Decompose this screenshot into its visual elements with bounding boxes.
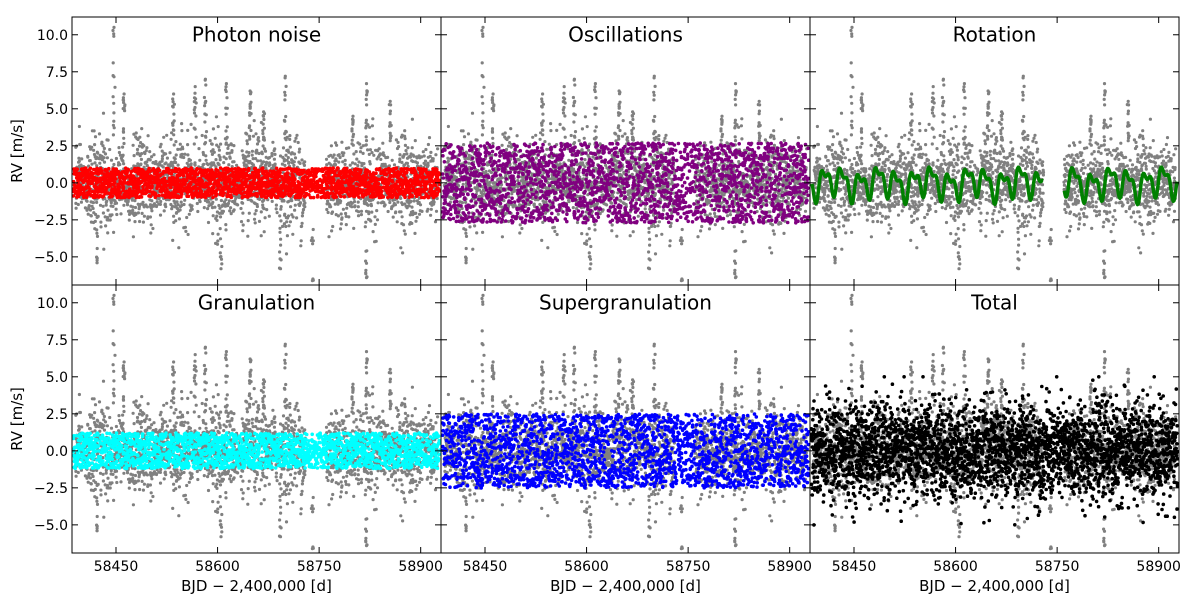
x-tick-label: 58600	[933, 559, 978, 575]
y-tick-label: −5.0	[34, 250, 68, 266]
series-points-total	[810, 375, 1179, 527]
x-tick-label: 58450	[94, 559, 139, 575]
panel-oscillations	[440, 16, 811, 286]
x-tick-label: 58900	[398, 559, 443, 575]
x-tick-label: 58900	[1136, 559, 1181, 575]
background-series-points	[811, 293, 1178, 551]
series-points-supergranulation	[441, 412, 810, 490]
series-points-photon-noise	[72, 166, 441, 200]
x-tick-label: 58900	[767, 559, 812, 575]
y-tick-label: 10.0	[37, 28, 68, 44]
x-tick-label: 58750	[297, 559, 342, 575]
panel-title-granulation: Granulation	[198, 291, 315, 315]
panel-supergranulation	[440, 284, 811, 554]
panel-photon-noise	[71, 16, 442, 286]
y-tick-label: 5.0	[46, 370, 68, 386]
y-tick-label: 0.0	[46, 444, 68, 460]
x-tick-label: 58450	[832, 559, 877, 575]
panel-frame-total	[809, 284, 1180, 554]
panel-title-photon-noise: Photon noise	[192, 23, 321, 47]
x-axis-label: BJD − 2,400,000 [d]	[550, 577, 701, 595]
panel-rotation	[809, 16, 1180, 286]
plot-area-rotation	[810, 25, 1179, 283]
panel-granulation	[71, 284, 442, 554]
y-tick-label: 0.0	[46, 176, 68, 192]
background-series-points	[811, 25, 1178, 283]
series-points-oscillations	[441, 141, 810, 225]
plot-area-oscillations	[441, 25, 810, 283]
plot-area-photon-noise	[72, 25, 441, 283]
y-tick-label: 7.5	[46, 65, 68, 81]
x-tick-label: 58450	[463, 559, 508, 575]
x-tick-label: 58600	[195, 559, 240, 575]
y-tick-label: 2.5	[46, 139, 68, 155]
series-points-granulation	[72, 431, 441, 471]
y-tick-label: 10.0	[37, 296, 68, 312]
y-tick-label: −2.5	[34, 213, 68, 229]
background-series-points	[73, 293, 440, 551]
labels-layer: Photon noise −5.0 −2.5 0.0 2.5 5.0 7.5 10.0 RV […	[8, 23, 1181, 596]
y-tick-label: −5.0	[34, 518, 68, 534]
x-tick-label: 58750	[1035, 559, 1080, 575]
background-series-points	[73, 25, 440, 283]
panel-title-supergranulation: Supergranulation	[539, 291, 712, 315]
y-tick-label: 2.5	[46, 407, 68, 423]
y-axis-label: RV [m/s]	[8, 119, 26, 183]
panel-title-total: Total	[970, 291, 1018, 315]
plot-area-granulation	[72, 293, 441, 551]
y-axis-label: RV [m/s]	[8, 387, 26, 451]
y-tick-label: 5.0	[46, 102, 68, 118]
panel-total	[809, 284, 1180, 554]
plot-area-supergranulation	[441, 293, 810, 551]
panel-title-oscillations: Oscillations	[568, 23, 683, 47]
series-line-rotation	[810, 165, 1179, 207]
x-axis-label: BJD − 2,400,000 [d]	[919, 577, 1070, 595]
y-tick-label: 7.5	[46, 333, 68, 349]
x-tick-label: 58600	[564, 559, 609, 575]
x-axis-label: BJD − 2,400,000 [d]	[181, 577, 332, 595]
x-tick-label: 58750	[666, 559, 711, 575]
y-tick-label: −2.5	[34, 481, 68, 497]
panel-title-rotation: Rotation	[953, 23, 1037, 47]
plot-area-total	[810, 293, 1179, 551]
panels-layer	[71, 16, 1180, 554]
